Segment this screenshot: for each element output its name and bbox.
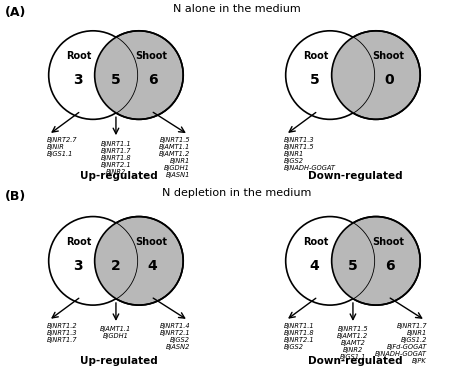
Text: BjNRT1.1
BjNRT1.7
BjNRT1.8
BjNRT2.1
BjNR2: BjNRT1.1 BjNRT1.7 BjNRT1.8 BjNRT2.1 BjNR… (100, 140, 131, 175)
Text: Up-regulated: Up-regulated (80, 171, 157, 181)
Text: BjNRT1.3
BjNRT1.5
BjNR1
BjGS2
BjNADH-GOGAT: BjNRT1.3 BjNRT1.5 BjNR1 BjGS2 BjNADH-GOG… (284, 137, 336, 171)
Text: 2: 2 (111, 259, 121, 273)
Text: 5: 5 (310, 73, 319, 87)
Text: 6: 6 (148, 73, 157, 87)
Text: 3: 3 (73, 259, 82, 273)
Text: BjNRT1.4
BjNRT2.1
BjGS2
BjASN2: BjNRT1.4 BjNRT2.1 BjGS2 BjASN2 (159, 323, 190, 350)
Text: Shoot: Shoot (372, 237, 404, 247)
Text: Root: Root (66, 237, 91, 247)
Text: (B): (B) (5, 190, 26, 203)
Circle shape (95, 217, 183, 305)
Circle shape (332, 31, 420, 119)
Text: 4: 4 (310, 259, 319, 273)
Text: (A): (A) (5, 6, 26, 19)
Text: BjNRT1.1
BjNRT1.8
BjNRT2.1
BjGS2: BjNRT1.1 BjNRT1.8 BjNRT2.1 BjGS2 (284, 323, 315, 350)
Circle shape (286, 217, 374, 305)
Text: Up-regulated: Up-regulated (80, 356, 157, 366)
Text: N depletion in the medium: N depletion in the medium (162, 188, 312, 198)
Text: Down-regulated: Down-regulated (308, 356, 403, 366)
Circle shape (95, 31, 183, 119)
Circle shape (332, 217, 420, 305)
Text: 5: 5 (348, 259, 358, 273)
Text: N alone in the medium: N alone in the medium (173, 4, 301, 14)
Text: Shoot: Shoot (135, 51, 167, 62)
Circle shape (286, 31, 374, 119)
Text: 4: 4 (148, 259, 157, 273)
Text: Shoot: Shoot (135, 237, 167, 247)
Circle shape (95, 217, 183, 305)
Circle shape (332, 217, 420, 305)
Circle shape (49, 217, 137, 305)
Circle shape (95, 31, 183, 119)
Text: BjNRT1.2
BjNRT1.3
BjNRT1.7: BjNRT1.2 BjNRT1.3 BjNRT1.7 (47, 323, 78, 343)
Circle shape (332, 31, 420, 119)
Text: Down-regulated: Down-regulated (308, 171, 403, 181)
Text: Root: Root (66, 51, 91, 62)
Text: Root: Root (303, 237, 328, 247)
Text: 0: 0 (385, 73, 394, 87)
Text: 6: 6 (385, 259, 394, 273)
Text: Root: Root (303, 51, 328, 62)
Text: BjNRT2.7
BjNiR
BjGS1.1: BjNRT2.7 BjNiR BjGS1.1 (47, 137, 78, 157)
Text: 5: 5 (111, 73, 121, 87)
Text: 3: 3 (73, 73, 82, 87)
Circle shape (49, 31, 137, 119)
Text: BjNRT1.5
BjAMT1.2
BjAMT2
BjNR2
BjGS1.1: BjNRT1.5 BjAMT1.2 BjAMT2 BjNR2 BjGS1.1 (337, 326, 369, 360)
Text: BjNRT1.7
BjNR1
BjGS1.2
BjFd-GOGAT
BjNADH-GOGAT
BjPK: BjNRT1.7 BjNR1 BjGS1.2 BjFd-GOGAT BjNADH… (375, 323, 427, 364)
Text: BjNRT1.5
BjAMT1.1
BjAMT1.2
BjNR1
BjGDH1
BjASN1: BjNRT1.5 BjAMT1.1 BjAMT1.2 BjNR1 BjGDH1 … (159, 137, 190, 178)
Text: BjAMT1.1
BjGDH1: BjAMT1.1 BjGDH1 (100, 326, 132, 339)
Text: Shoot: Shoot (372, 51, 404, 62)
